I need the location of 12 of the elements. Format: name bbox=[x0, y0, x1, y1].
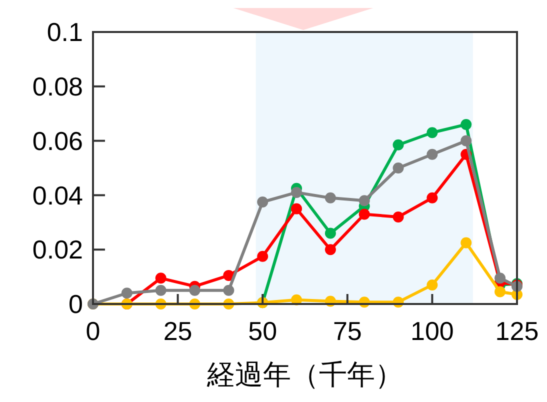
y-tick-label: 0.08 bbox=[32, 72, 83, 102]
y-tick-label: 0.06 bbox=[32, 126, 83, 156]
x-tick-label: 50 bbox=[248, 316, 278, 346]
x-tick-label: 100 bbox=[410, 316, 454, 346]
x-axis-title: 経過年（千年） bbox=[206, 359, 403, 390]
y-tick-label: 0 bbox=[68, 289, 83, 320]
y-tick-label: 0.1 bbox=[46, 17, 83, 48]
x-tick-label: 25 bbox=[163, 316, 192, 346]
y-tick-label: 0.02 bbox=[32, 234, 83, 265]
x-tick-label: 75 bbox=[332, 316, 362, 346]
x-tick-label: 125 bbox=[495, 316, 539, 346]
y-tick-label: 0.04 bbox=[32, 180, 83, 210]
